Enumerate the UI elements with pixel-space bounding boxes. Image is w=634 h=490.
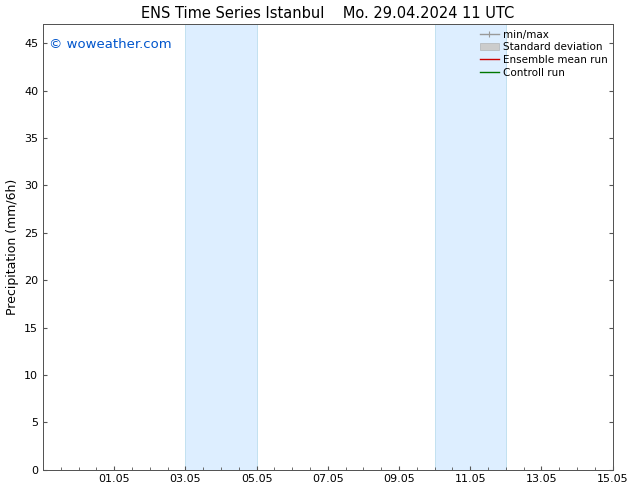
Legend: min/max, Standard deviation, Ensemble mean run, Controll run: min/max, Standard deviation, Ensemble me… (477, 26, 611, 81)
Title: ENS Time Series Istanbul    Mo. 29.04.2024 11 UTC: ENS Time Series Istanbul Mo. 29.04.2024 … (141, 5, 514, 21)
Bar (186, 24, 257, 469)
Y-axis label: Precipitation (mm/6h): Precipitation (mm/6h) (6, 179, 18, 315)
Text: © woweather.com: © woweather.com (49, 38, 171, 51)
Bar (435, 24, 506, 469)
